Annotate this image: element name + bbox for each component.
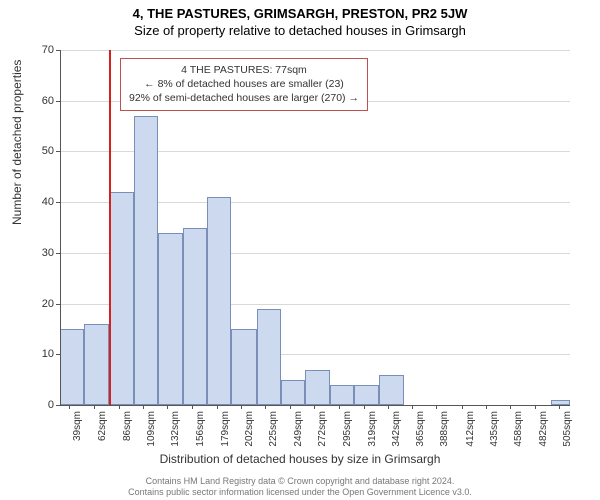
x-tick-label: 39sqm — [72, 411, 83, 441]
x-tick-label: 458sqm — [513, 411, 524, 447]
footer-line2: Contains public sector information licen… — [0, 487, 600, 498]
x-tick — [265, 405, 266, 409]
x-tick — [535, 405, 536, 409]
histogram-bar — [60, 329, 84, 405]
x-tick-label: 109sqm — [146, 411, 157, 447]
annotation-line: 4 THE PASTURES: 77sqm — [129, 63, 359, 77]
x-tick-label: 249sqm — [293, 411, 304, 447]
y-tick-label: 40 — [24, 196, 54, 208]
x-tick-label: 179sqm — [220, 411, 231, 447]
x-tick — [69, 405, 70, 409]
y-tick-label: 0 — [24, 399, 54, 411]
x-tick-label: 505sqm — [562, 411, 573, 447]
footer-line1: Contains HM Land Registry data © Crown c… — [0, 476, 600, 487]
x-tick — [94, 405, 95, 409]
annotation-line: ← 8% of detached houses are smaller (23) — [129, 77, 359, 91]
x-tick — [119, 405, 120, 409]
x-tick — [388, 405, 389, 409]
histogram-bar — [158, 233, 183, 405]
y-axis-label: Number of detached properties — [10, 60, 24, 225]
x-tick-label: 295sqm — [342, 411, 353, 447]
page-title: 4, THE PASTURES, GRIMSARGH, PRESTON, PR2… — [0, 0, 600, 21]
x-tick — [143, 405, 144, 409]
x-tick-label: 202sqm — [244, 411, 255, 447]
histogram-bar — [281, 380, 305, 405]
x-tick-label: 86sqm — [122, 411, 133, 441]
x-tick-label: 388sqm — [439, 411, 450, 447]
histogram-bar — [109, 192, 133, 405]
x-tick-label: 156sqm — [195, 411, 206, 447]
x-axis-label: Distribution of detached houses by size … — [0, 452, 600, 466]
x-tick — [364, 405, 365, 409]
chart-subtitle: Size of property relative to detached ho… — [0, 21, 600, 38]
x-tick — [167, 405, 168, 409]
x-tick-label: 225sqm — [268, 411, 279, 447]
x-tick — [217, 405, 218, 409]
histogram-bar — [305, 370, 330, 406]
x-tick — [339, 405, 340, 409]
y-tick-label: 20 — [24, 298, 54, 310]
y-tick-label: 10 — [24, 348, 54, 360]
x-tick-label: 412sqm — [465, 411, 476, 447]
x-tick — [462, 405, 463, 409]
y-tick-label: 70 — [24, 44, 54, 56]
annotation-box: 4 THE PASTURES: 77sqm← 8% of detached ho… — [120, 58, 368, 111]
histogram-bar — [134, 116, 158, 405]
y-tick-label: 50 — [24, 145, 54, 157]
histogram-bar — [84, 324, 109, 405]
histogram-bar — [183, 228, 207, 406]
histogram-bar — [231, 329, 256, 405]
x-tick — [486, 405, 487, 409]
y-tick-label: 30 — [24, 247, 54, 259]
annotation-line: 92% of semi-detached houses are larger (… — [129, 91, 359, 105]
footer-attribution: Contains HM Land Registry data © Crown c… — [0, 476, 600, 499]
y-tick-label: 60 — [24, 95, 54, 107]
chart-container: 4, THE PASTURES, GRIMSARGH, PRESTON, PR2… — [0, 0, 600, 500]
x-tick — [192, 405, 193, 409]
x-tick-label: 342sqm — [391, 411, 402, 447]
x-tick — [412, 405, 413, 409]
x-tick-label: 435sqm — [489, 411, 500, 447]
x-tick-label: 365sqm — [415, 411, 426, 447]
x-tick-label: 319sqm — [367, 411, 378, 447]
x-tick — [314, 405, 315, 409]
x-tick — [436, 405, 437, 409]
y-axis — [60, 50, 61, 405]
histogram-bar — [330, 385, 354, 405]
x-tick-label: 132sqm — [170, 411, 181, 447]
histogram-bar — [354, 385, 378, 405]
x-tick — [241, 405, 242, 409]
histogram-bar — [379, 375, 404, 405]
x-tick — [559, 405, 560, 409]
x-tick-label: 272sqm — [317, 411, 328, 447]
x-tick-label: 482sqm — [538, 411, 549, 447]
x-tick — [290, 405, 291, 409]
plot-area: 01020304050607039sqm62sqm86sqm109sqm132s… — [60, 50, 570, 405]
histogram-bar — [207, 197, 231, 405]
x-tick-label: 62sqm — [97, 411, 108, 441]
histogram-bar — [257, 309, 281, 405]
property-marker-line — [109, 50, 111, 405]
gridline — [60, 50, 570, 51]
x-tick — [510, 405, 511, 409]
